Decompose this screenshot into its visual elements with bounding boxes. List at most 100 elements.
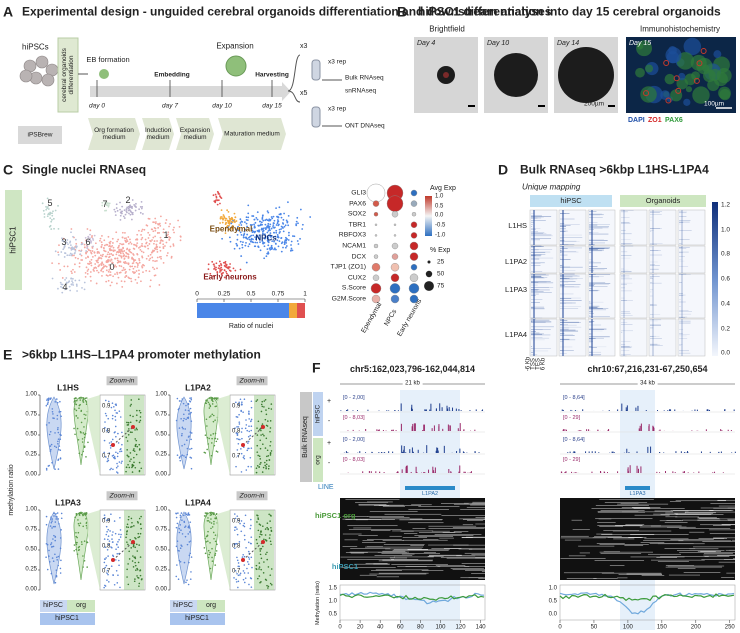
umap-point <box>140 230 143 233</box>
umap-point <box>123 269 125 271</box>
umap-point <box>66 287 68 290</box>
umap-point <box>154 229 157 232</box>
label: 100 <box>435 624 446 631</box>
umap-point <box>123 217 126 219</box>
umap-point <box>242 241 244 244</box>
umap-point <box>71 281 74 284</box>
umap-point <box>309 216 312 218</box>
umap-point <box>117 246 120 249</box>
umap-point <box>151 239 153 241</box>
umap-point <box>140 207 143 210</box>
umap-point <box>147 247 150 250</box>
umap-point <box>243 230 246 233</box>
umap-point <box>125 262 128 265</box>
label: hiPSCs <box>22 42 49 52</box>
umap-point <box>135 261 138 264</box>
umap-point <box>41 202 44 205</box>
umap-point <box>53 227 55 230</box>
label: 80 <box>417 624 424 631</box>
umap-point <box>70 249 73 251</box>
umap-point <box>125 270 127 273</box>
umap-point <box>95 282 98 285</box>
umap-point <box>52 217 55 220</box>
umap-point <box>73 271 76 273</box>
umap-point <box>160 257 162 260</box>
umap-point <box>254 221 257 224</box>
label: + <box>326 398 332 406</box>
umap-point <box>167 233 169 236</box>
umap-point <box>123 237 126 240</box>
umap-point <box>253 226 256 229</box>
umap-point <box>74 238 77 241</box>
umap-point <box>269 232 272 235</box>
umap-point <box>89 233 91 236</box>
umap-point <box>63 245 66 248</box>
label: 150 <box>656 624 667 631</box>
media-box <box>176 118 214 150</box>
umap-point <box>85 250 88 252</box>
umap-point <box>117 238 120 241</box>
umap-point <box>168 225 170 228</box>
umap-point <box>69 252 72 255</box>
umap-point <box>165 219 168 221</box>
umap-point <box>156 251 159 253</box>
umap-point <box>220 209 223 212</box>
rosette <box>643 90 650 97</box>
umap-point <box>179 235 182 238</box>
umap-point <box>132 260 135 262</box>
umap-point <box>86 272 89 275</box>
umap-point <box>173 231 175 234</box>
umap-point <box>256 236 259 238</box>
umap-point <box>230 217 233 220</box>
umap-point <box>70 277 73 280</box>
umap-point <box>80 254 83 257</box>
umap-point <box>122 255 125 258</box>
label: L1PA2 <box>185 382 211 393</box>
umap-point <box>223 216 226 219</box>
umap-point <box>116 209 119 212</box>
label: 0.50 <box>155 431 167 438</box>
label: hiPSC <box>173 602 193 610</box>
umap-point <box>277 224 280 227</box>
umap-point <box>272 222 275 224</box>
umap-point <box>228 217 231 220</box>
umap-point <box>110 281 113 284</box>
umap-point <box>147 255 150 257</box>
umap-point <box>94 254 97 257</box>
umap-point <box>108 274 111 276</box>
umap-point <box>74 279 77 282</box>
umap-point <box>42 209 45 212</box>
label: x3 <box>300 43 308 51</box>
umap-point <box>70 283 73 286</box>
umap-point <box>231 218 234 221</box>
label: Day 14 <box>557 40 580 48</box>
umap-point <box>224 219 227 222</box>
umap-point <box>148 259 151 262</box>
umap-point <box>156 267 158 270</box>
umap-point <box>267 237 270 239</box>
umap-point <box>145 269 148 272</box>
label: 200 <box>690 624 701 631</box>
umap-point <box>285 241 288 244</box>
rosette <box>663 59 670 66</box>
umap-point <box>247 245 250 248</box>
umap-point <box>301 223 304 226</box>
umap-point <box>96 259 99 262</box>
umap-point <box>124 213 127 216</box>
umap-point <box>51 277 54 280</box>
label: iPSBrew <box>27 131 53 139</box>
umap-point <box>268 218 271 221</box>
umap-point <box>93 234 96 237</box>
umap-point <box>71 272 73 275</box>
umap-point <box>267 211 270 214</box>
label: 120 <box>455 624 466 631</box>
umap-point <box>262 227 265 230</box>
umap-point <box>125 208 128 210</box>
umap-point <box>228 216 231 218</box>
umap-point <box>108 253 111 256</box>
label: Early neurons <box>203 272 257 282</box>
umap-point <box>262 232 264 235</box>
umap-point <box>84 275 87 278</box>
rosette <box>693 77 700 84</box>
umap-point <box>122 247 125 250</box>
